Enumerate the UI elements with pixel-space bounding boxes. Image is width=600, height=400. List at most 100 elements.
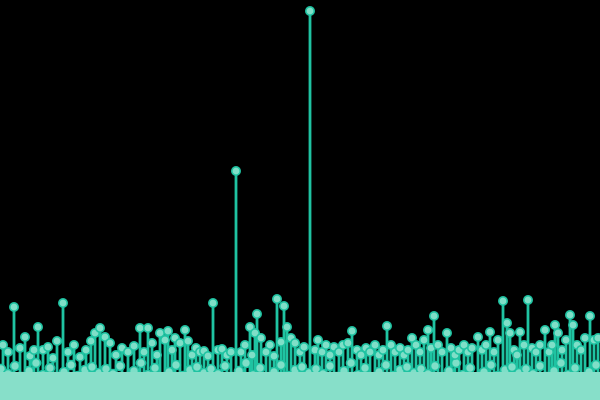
stem-marker [208,297,219,308]
baseline-bump-marker [191,361,203,373]
stem-marker [51,335,62,346]
stem-marker [81,344,92,355]
stem-marker [549,319,560,330]
stem-marker [289,337,300,348]
baseline-bump-marker [380,359,392,371]
stem-marker [183,335,194,346]
stem-marker [480,339,491,350]
stem-marker [428,310,439,321]
stem-marker [466,342,477,353]
stem-marker [472,331,483,342]
stem-marker [593,333,600,343]
stem-marker [504,327,515,338]
stem-marker [402,344,413,355]
stem-marker [247,349,258,360]
stem-marker [514,326,525,337]
stem-marker [418,334,429,345]
baseline-bump-marker [555,357,567,369]
baseline-bump-marker [240,357,252,369]
stem-marker [441,327,452,338]
stem-marker [123,346,134,357]
stem-marker [255,332,266,343]
stem-marker [492,334,503,345]
stem-marker [579,332,590,343]
stem-marker [320,339,331,350]
stem-marker [584,310,595,321]
stem-marker [3,346,13,357]
stem-marker [355,349,366,360]
stem-marker [346,325,357,336]
stem-marker [546,339,557,350]
baseline-bump-marker [114,360,126,372]
baseline-bump-marker [590,359,600,371]
stem-marker [268,350,279,361]
stem-marker [364,346,375,357]
stem-marker [436,346,447,357]
stem-marker [484,326,495,337]
stem-marker [278,300,289,311]
baseline-bump-marker [9,360,21,372]
stem-marker [95,322,106,333]
stem-marker [135,322,146,333]
baseline-bump-marker [219,360,231,372]
baseline-bump-marker [30,357,42,369]
stem-marker [552,327,563,338]
stem-marker [271,293,282,304]
stem-marker [57,297,68,308]
stem-marker [180,324,191,335]
stem-marker [160,334,171,345]
stem-marker [518,339,529,350]
stem-marker [167,344,178,355]
stem-marker [42,341,53,352]
stem-marker [304,6,315,16]
baseline-bump-marker [275,359,287,371]
baseline-band [0,372,600,400]
baseline-bump-marker [254,362,266,374]
stem-marker [129,340,140,351]
stem-marker [139,346,150,357]
stem-marker [369,339,380,350]
stem-marker [111,349,122,360]
stem-marker [175,337,186,348]
markers-layer [0,6,600,363]
stem-marker [281,321,292,332]
stem-marker [511,349,522,360]
stem-marker [86,335,97,346]
stem-marker [564,309,575,320]
stem-marker [501,317,512,328]
stem-marker [422,324,433,335]
baseline-bump-marker [135,357,147,369]
stem-marker [143,322,154,333]
stem-marker [28,344,39,355]
baseline-bump-marker [534,360,546,372]
stem-marker [414,346,425,357]
baseline-band-layer [0,372,600,400]
stem-marker [556,344,567,355]
baseline-bump-marker [170,359,182,371]
stem-marker [567,319,578,330]
stem-marker [19,331,30,342]
stem-marker [15,342,25,353]
stem-marker [522,294,533,305]
baseline-bump-marker [345,357,357,369]
baseline-bump-marker [359,362,371,374]
baseline-bump-marker [44,362,56,374]
stem-marker [0,340,8,350]
stem-marker [275,336,286,347]
stem-marker [203,350,214,361]
stem-marker [377,344,388,355]
stem-marker [488,346,499,357]
stem-marker [69,339,80,350]
stem-marker [226,346,237,357]
stem-marker [264,339,275,350]
stem-marker [324,349,335,360]
stem-marker [147,337,158,348]
stem-marker [62,346,73,357]
stem-marker [539,324,550,335]
stem-marker [381,320,392,331]
baseline-bump-marker [401,361,413,373]
baseline-bump-marker [429,360,441,372]
baseline-bump-marker [569,362,581,374]
